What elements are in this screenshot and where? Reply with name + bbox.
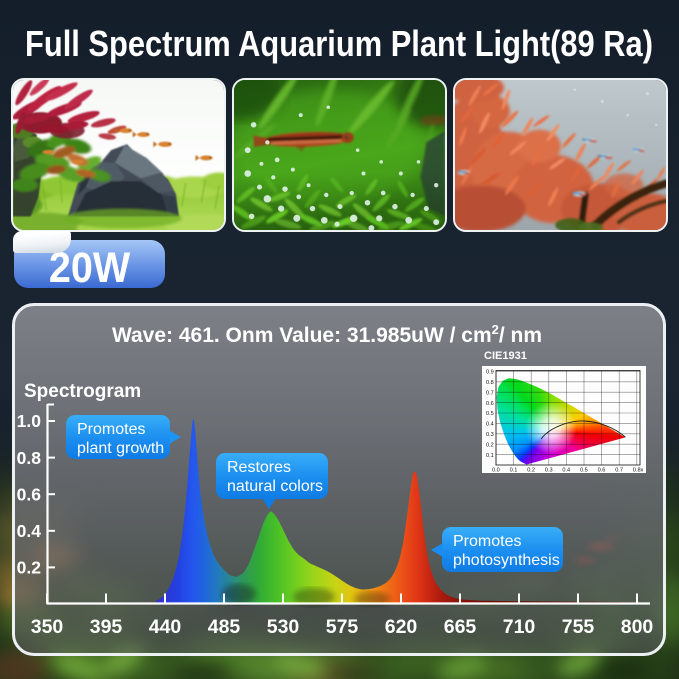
svg-text:395: 395 (90, 616, 123, 638)
svg-text:0.8: 0.8 (17, 448, 42, 468)
svg-text:440: 440 (149, 616, 182, 638)
svg-text:1.0: 1.0 (17, 411, 42, 431)
svg-text:0.3: 0.3 (486, 432, 494, 438)
svg-text:0.5: 0.5 (486, 411, 494, 417)
svg-text:350: 350 (31, 616, 64, 638)
svg-text:0.2: 0.2 (486, 442, 494, 448)
svg-text:0.0: 0.0 (492, 468, 500, 474)
svg-text:0.6: 0.6 (17, 484, 42, 504)
svg-text:0.7: 0.7 (486, 390, 494, 396)
svg-text:0.1: 0.1 (510, 468, 518, 474)
svg-text:710: 710 (503, 616, 536, 638)
svg-text:0.5: 0.5 (580, 468, 588, 474)
svg-text:530: 530 (267, 616, 300, 638)
svg-text:0.4: 0.4 (562, 468, 570, 474)
svg-text:665: 665 (444, 616, 477, 638)
svg-text:0.8: 0.8 (486, 380, 494, 386)
svg-text:0.6: 0.6 (598, 468, 606, 474)
svg-text:575: 575 (326, 616, 359, 638)
svg-text:0.8: 0.8 (633, 468, 641, 474)
svg-text:0.1: 0.1 (486, 453, 494, 459)
svg-text:0.7: 0.7 (615, 468, 623, 474)
svg-text:x: x (641, 468, 644, 474)
svg-text:0.3: 0.3 (545, 468, 553, 474)
svg-text:0.4: 0.4 (486, 422, 494, 428)
svg-text:755: 755 (562, 616, 595, 638)
svg-text:0.6: 0.6 (486, 401, 494, 407)
svg-text:620: 620 (385, 616, 418, 638)
svg-text:0.2: 0.2 (527, 468, 535, 474)
svg-text:800: 800 (621, 616, 654, 638)
svg-text:0.4: 0.4 (17, 521, 42, 541)
svg-text:485: 485 (208, 616, 241, 638)
svg-text:0.9: 0.9 (486, 370, 494, 376)
svg-text:0.2: 0.2 (17, 558, 42, 578)
